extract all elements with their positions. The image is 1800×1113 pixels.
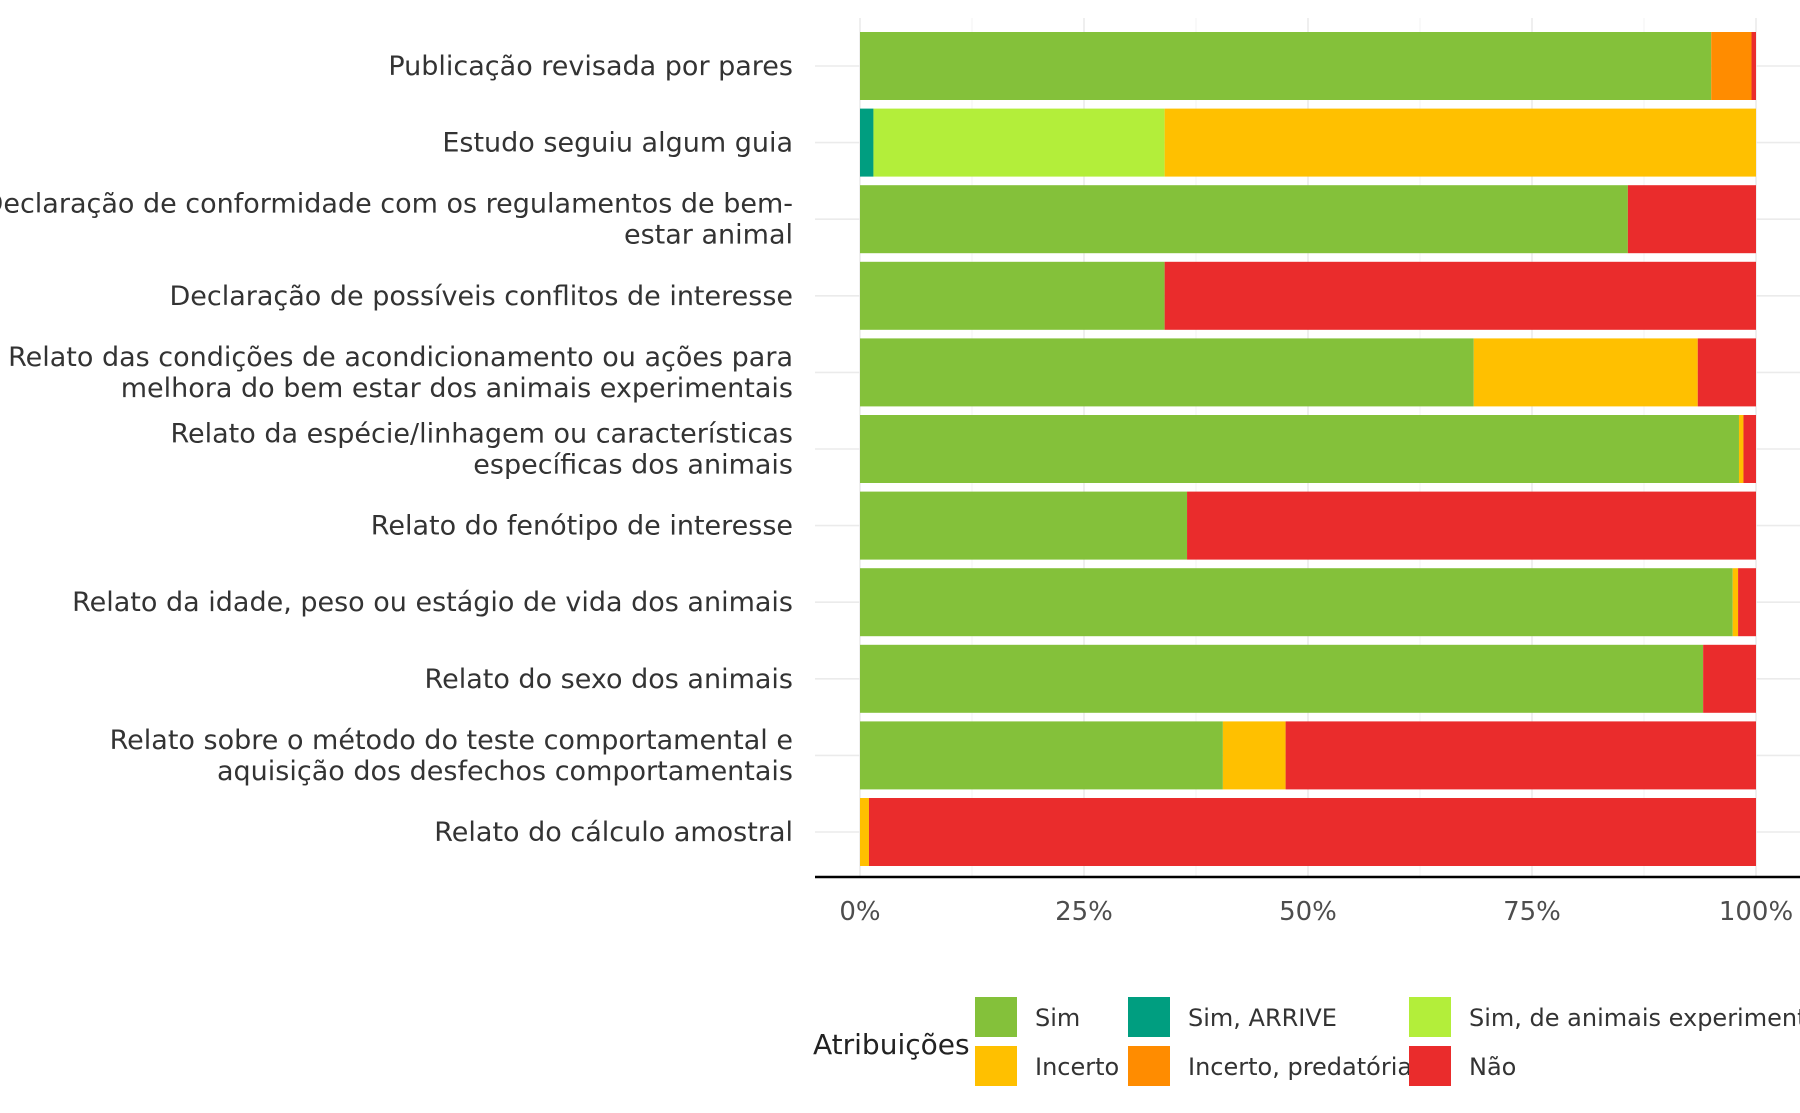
bars: [860, 32, 1756, 866]
bar-segment: [1473, 338, 1698, 407]
bar-segment: [860, 568, 1733, 637]
category-label: Relato da idade, peso ou estágio de vida…: [72, 587, 793, 618]
category-label: Relato do cálculo amostral: [434, 817, 793, 848]
legend-swatch: [1409, 1046, 1451, 1086]
bar-segment: [1711, 32, 1752, 100]
category-label: aquisição dos desfechos comportamentais: [217, 756, 793, 787]
bar-segment: [1738, 568, 1756, 637]
x-tick-label: 50%: [1279, 897, 1337, 927]
bar-segment: [1697, 338, 1756, 407]
legend-label: Não: [1469, 1053, 1516, 1081]
x-tick-label: 75%: [1503, 897, 1561, 927]
bar-segment: [860, 721, 1223, 790]
legend-label: Sim: [1035, 1004, 1080, 1032]
bar-segment: [1164, 261, 1756, 330]
legend-swatch: [1409, 997, 1451, 1037]
category-label: Relato sobre o método do teste comportam…: [110, 725, 793, 756]
bar-segment: [1222, 721, 1286, 790]
bar-segment: [860, 338, 1474, 407]
bar-segment: [860, 798, 869, 866]
bar-segment: [1751, 32, 1756, 100]
legend-swatch: [1128, 997, 1170, 1037]
category-label: Declaração de possíveis conflitos de int…: [169, 281, 793, 312]
category-label: Declaração de conformidade com os regula…: [0, 189, 793, 220]
bar-segment: [860, 32, 1712, 100]
bar-segment: [860, 644, 1704, 713]
category-label: Estudo seguiu algum guia: [442, 128, 793, 159]
bar-segment: [860, 491, 1188, 560]
legend-label: Sim, ARRIVE: [1188, 1004, 1337, 1032]
category-label: específicas dos animais: [473, 450, 793, 481]
bar-segment: [1187, 491, 1756, 560]
bar-segment: [873, 108, 1165, 177]
category-label: melhora do bem estar dos animais experim…: [121, 373, 793, 404]
x-tick-label: 25%: [1055, 897, 1113, 927]
legend-swatch: [1128, 1046, 1170, 1086]
bar-segment: [1732, 568, 1739, 637]
legend-swatch: [975, 1046, 1017, 1086]
bar-segment: [1627, 185, 1756, 254]
x-axis: 0% 25% 50% 75% 100%: [815, 875, 1800, 927]
legend-label: Sim, de animais experimentais: [1469, 1004, 1800, 1032]
category-label: Relato das condições de acondicionamento…: [8, 342, 793, 373]
category-label: estar animal: [624, 220, 793, 251]
bar-segment: [1703, 644, 1756, 713]
category-label: Relato do sexo dos animais: [425, 664, 793, 695]
legend-label: Incerto: [1035, 1053, 1119, 1081]
bar-segment: [1164, 108, 1756, 177]
legend-title: Atribuições: [813, 1028, 970, 1061]
x-tick-label: 100%: [1719, 897, 1793, 927]
legend-swatch: [975, 997, 1017, 1037]
bar-segment: [868, 798, 1756, 866]
legend-label: Incerto, predatória: [1188, 1053, 1412, 1081]
category-label: Relato do fenótipo de interesse: [371, 511, 793, 542]
x-tick-label: 0%: [839, 897, 880, 927]
bar-segment: [860, 261, 1165, 330]
category-label: Publicação revisada por pares: [388, 51, 793, 82]
bar-segment: [860, 108, 874, 177]
bar-segment: [860, 415, 1739, 483]
bar-segment: [860, 185, 1628, 254]
bar-segment: [1285, 721, 1756, 790]
category-labels: Publicação revisada por pares Estudo segu…: [0, 51, 793, 848]
legend: Atribuições Sim Sim, ARRIVE Sim, de animais…: [813, 997, 1800, 1086]
bar-segment: [1738, 415, 1744, 483]
bar-segment: [1743, 415, 1756, 483]
category-label: Relato da espécie/linhagem ou caracterís…: [170, 419, 793, 450]
